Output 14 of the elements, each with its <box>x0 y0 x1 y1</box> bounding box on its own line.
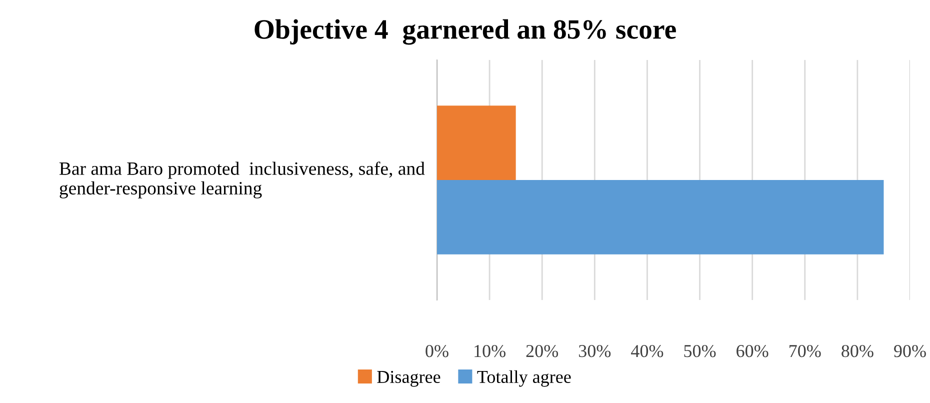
x-tick-label: 70% <box>790 344 821 358</box>
x-tick-label: 90% <box>894 344 926 358</box>
x-tick-label: 0% <box>426 344 448 358</box>
y-tick-label: Bar ama Baro promoted inclusiveness, safe, and gender-responsive learning <box>59 162 425 198</box>
x-tick-label: 40% <box>631 344 664 358</box>
x-tick-label: 20% <box>526 344 558 358</box>
x-tick-label: 50% <box>684 344 716 358</box>
chart-title: Objective 4 garnered an 85% score <box>254 19 676 45</box>
x-tick-label: 80% <box>842 344 874 358</box>
legend-label: Disagree <box>377 370 440 387</box>
legend-label: Totally agree <box>477 370 571 387</box>
x-tick-label: 30% <box>578 344 611 358</box>
x-tick-label: 10% <box>474 344 506 358</box>
x-tick-label: 60% <box>736 344 768 358</box>
